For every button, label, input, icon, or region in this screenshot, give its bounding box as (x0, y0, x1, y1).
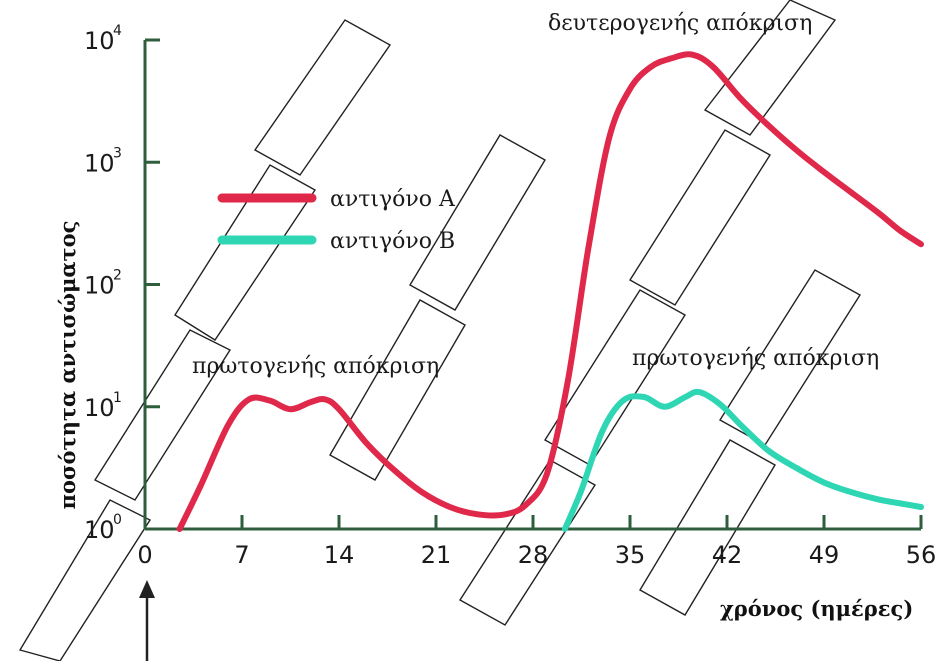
annotation-primary-response-a: πρωτογενής απόκριση (192, 354, 439, 379)
legend-label-antigen-a: αντιγόνο A (330, 187, 456, 212)
x-tick-label: 21 (421, 541, 452, 569)
y-tick-exponent: 0 (113, 512, 122, 528)
y-tick-label: 10 (84, 394, 115, 422)
y-axis-label: ποσότητα αντισώματος (55, 221, 80, 510)
y-tick-label: 10 (84, 149, 115, 177)
legend-label-antigen-b: αντιγόνο B (330, 229, 455, 254)
annotations: δευτερογενής απόκριση πρωτογενής απόκρισ… (192, 11, 879, 379)
x-tick-label: 7 (234, 541, 249, 569)
y-tick-label: 10 (84, 27, 115, 55)
series-line-antigen-b (561, 388, 924, 532)
x-axis-label: χρόνος (ημέρες) (720, 596, 913, 621)
y-tick-label: 10 (84, 516, 115, 544)
x-tick-label: 42 (712, 541, 743, 569)
x-tick-label: 14 (324, 541, 355, 569)
x-tick-label: 56 (906, 541, 937, 569)
x-tick-label: 35 (615, 541, 646, 569)
x-tick-label: 0 (137, 541, 152, 569)
x-axis-ticks: 0 7 14 21 28 35 42 49 56 (137, 515, 936, 569)
watermark-outline-text (18, 0, 861, 661)
annotation-secondary-response: δευτερογενής απόκριση (548, 11, 812, 36)
data-series (176, 51, 924, 532)
y-tick-exponent: 2 (113, 268, 122, 284)
series-line-antigen-a (176, 51, 924, 532)
y-tick-exponent: 3 (113, 145, 122, 161)
x-tick-label: 49 (809, 541, 840, 569)
annotation-primary-response-b: πρωτογενής απόκριση (632, 346, 879, 371)
legend: αντιγόνο A αντιγόνο B (217, 187, 456, 254)
x-tick-label: 28 (518, 541, 549, 569)
y-tick-exponent: 1 (113, 390, 122, 406)
y-tick-label: 10 (84, 272, 115, 300)
y-tick-exponent: 4 (113, 23, 122, 39)
injection-arrow-icon (139, 580, 155, 661)
